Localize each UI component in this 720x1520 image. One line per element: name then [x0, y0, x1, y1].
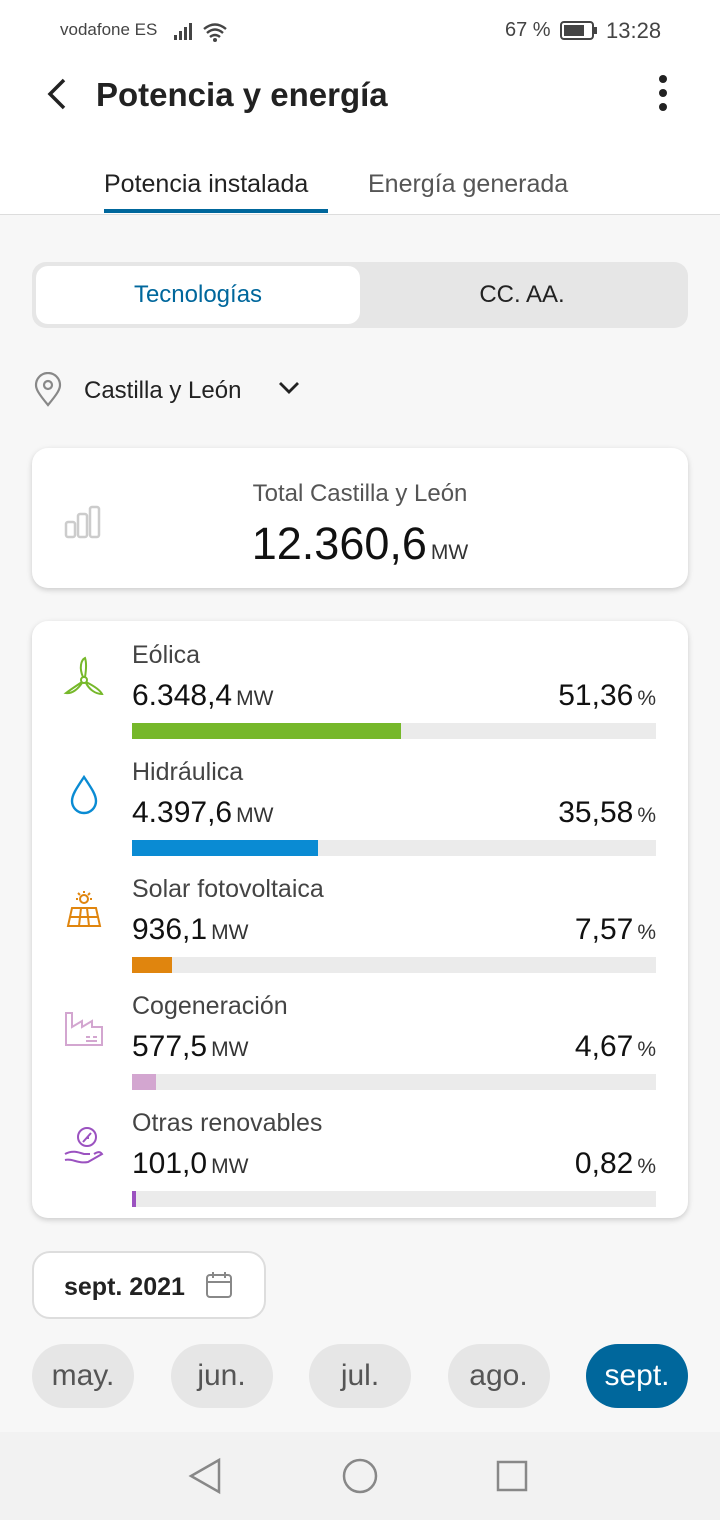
power-row: 6.348,4 MW [132, 679, 273, 713]
nav-bar [0, 1432, 720, 1520]
power-value: 577,5 [132, 1030, 208, 1063]
share-value: 35,58 [558, 796, 634, 829]
share-row: 0,82% [575, 1147, 656, 1181]
power-row: 101,0 MW [132, 1147, 248, 1181]
calendar-icon [206, 1272, 232, 1298]
share-row: 35,58% [558, 796, 656, 830]
technology-name: Hidráulica [132, 758, 244, 786]
bar-track [132, 1191, 656, 1207]
share-value: 0,82 [574, 1147, 634, 1180]
technology-icon [64, 1127, 104, 1164]
technology-icon [70, 774, 98, 815]
location-icon [34, 372, 62, 407]
month-chip[interactable]: jul. [309, 1344, 411, 1408]
share-row: 4,67% [575, 1030, 656, 1064]
technology-icon [63, 656, 104, 696]
power-row: 4.397,6 MW [132, 796, 273, 830]
share-row: 7,57% [575, 913, 656, 947]
bar-track [132, 1074, 656, 1090]
month-chip[interactable]: may. [32, 1344, 134, 1408]
power-value: 936,1 [132, 913, 208, 946]
signal-icons [174, 23, 227, 42]
tab[interactable]: Energía generada [368, 170, 569, 198]
power-value: 6.348,4 [132, 679, 233, 712]
power-unit: MW [211, 921, 249, 944]
chart-icon [64, 505, 101, 539]
app-bar [0, 0, 720, 215]
power-value: 101,0 [132, 1147, 208, 1180]
nav-buttons [188, 1457, 528, 1495]
back-button[interactable] [40, 76, 74, 112]
share-value: 7,57 [574, 913, 634, 946]
battery-level: 67 % [505, 19, 551, 41]
screen-title: Potencia y energía [96, 76, 388, 113]
date-label: sept. 2021 [64, 1273, 185, 1301]
technology-name: Cogeneración [132, 992, 288, 1020]
menu-button[interactable] [650, 74, 676, 114]
total-row: 12.360,6 MW [32, 518, 688, 570]
segment[interactable]: CC. AA. [479, 281, 565, 308]
total-card [32, 448, 688, 588]
share-row: 51,36% [558, 679, 656, 713]
power-unit: MW [211, 1155, 249, 1178]
total-label: Total Castilla y León [252, 480, 468, 507]
month-chip[interactable]: sept. [586, 1344, 688, 1408]
share-unit: % [637, 687, 656, 710]
total-value: 12.360,6 [251, 518, 427, 569]
share-value: 51,36 [558, 679, 634, 712]
bar [132, 840, 319, 856]
technology-icon [65, 1012, 103, 1046]
technologies-card: Eólica 6.348,4 MW 51,36% Hidráulica 4.397,6 MW… [32, 621, 688, 1218]
date-picker[interactable] [32, 1251, 266, 1319]
total-unit: MW [430, 541, 469, 564]
technology-icon [66, 891, 102, 927]
segment-active[interactable]: Tecnologías [36, 266, 360, 324]
share-unit: % [637, 804, 656, 827]
share-value: 4,67 [574, 1030, 634, 1063]
power-unit: MW [236, 687, 274, 710]
technology-name: Otras renovables [132, 1109, 323, 1137]
technology-name: Solar fotovoltaica [132, 875, 324, 903]
bar [132, 1191, 137, 1207]
tab-indicator [104, 209, 328, 213]
month-chip[interactable]: jun. [170, 1344, 273, 1408]
power-unit: MW [211, 1038, 249, 1061]
dropdown-icon[interactable] [276, 378, 302, 398]
month-chip[interactable]: ago. [447, 1344, 550, 1408]
bar [132, 1074, 157, 1090]
power-row: 577,5 MW [132, 1030, 248, 1064]
share-unit: % [637, 921, 656, 944]
tab-active[interactable]: Potencia instalada [104, 170, 309, 198]
carrier: vodafone ES [60, 20, 158, 39]
bar [132, 957, 172, 973]
share-unit: % [637, 1155, 656, 1178]
power-row: 936,1 MW [132, 913, 248, 947]
bar [132, 723, 402, 739]
clock: 13:28 [606, 18, 662, 43]
bar-track [132, 957, 656, 973]
battery-icon [560, 21, 597, 40]
location-selector[interactable]: Castilla y León [84, 377, 242, 404]
technology-name: Eólica [132, 641, 201, 669]
share-unit: % [637, 1038, 656, 1061]
power-unit: MW [236, 804, 274, 827]
power-value: 4.397,6 [132, 796, 233, 829]
